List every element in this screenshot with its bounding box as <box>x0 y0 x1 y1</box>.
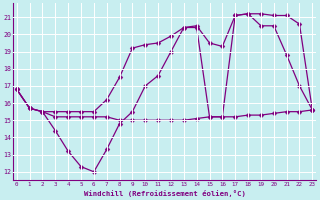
X-axis label: Windchill (Refroidissement éolien,°C): Windchill (Refroidissement éolien,°C) <box>84 190 245 197</box>
